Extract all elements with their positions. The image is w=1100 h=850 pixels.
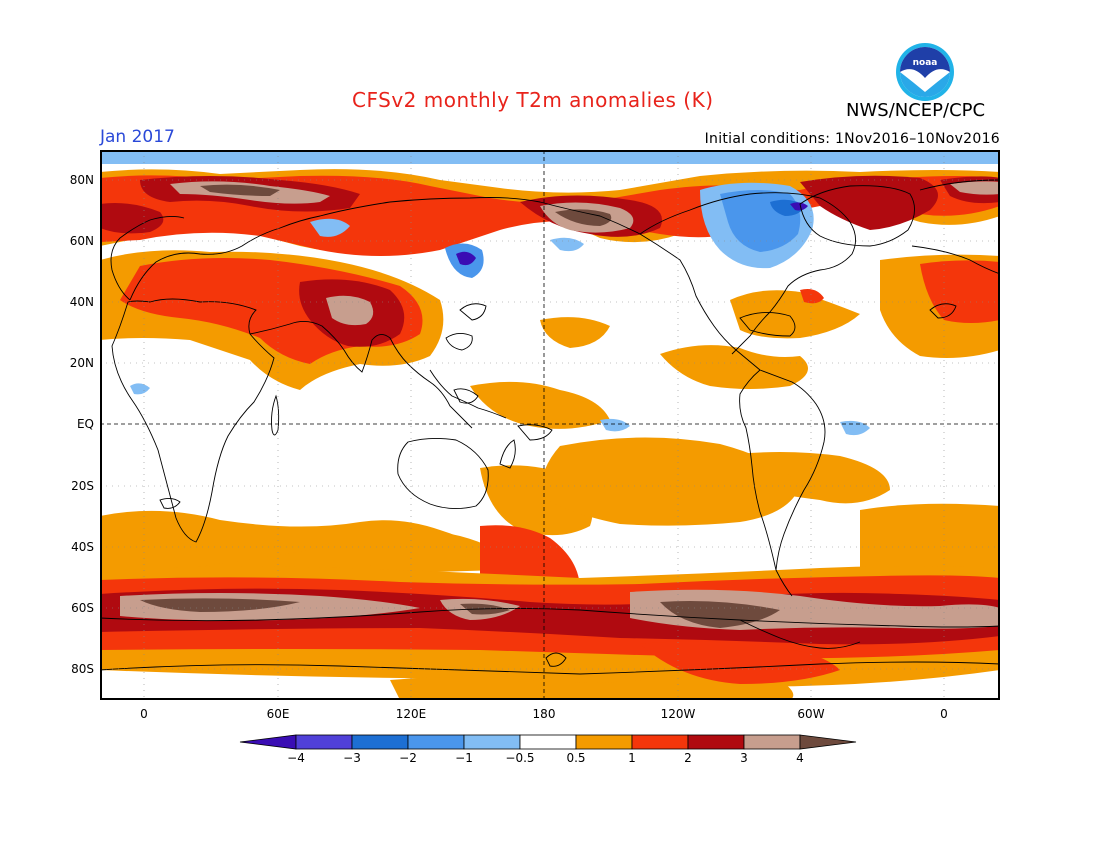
reference-lines <box>100 150 1000 700</box>
lat-label: 80N <box>69 173 94 187</box>
lat-label: 40N <box>69 295 94 309</box>
lon-label: 180 <box>532 707 556 721</box>
lat-label: 20S <box>71 479 94 493</box>
colorbar-label: 2 <box>684 751 692 765</box>
lon-label: 60E <box>266 707 290 721</box>
lon-label: 120W <box>660 707 696 721</box>
colorbar-swatch <box>295 734 353 750</box>
lat-label: 80S <box>71 662 94 676</box>
colorbar-swatch <box>407 734 465 750</box>
agency-label: NWS/NCEP/CPC <box>846 100 986 121</box>
colorbar-label: −0.5 <box>505 751 535 765</box>
colorbar-label: 0.5 <box>566 751 586 765</box>
lon-label: 0 <box>940 707 948 721</box>
coastlines <box>99 179 1001 675</box>
colorbar-swatch <box>631 734 689 750</box>
colorbar-swatch <box>743 734 801 750</box>
colorbar-arrow-high <box>799 734 857 750</box>
lat-label: 60S <box>71 601 94 615</box>
logo-text: noaa <box>913 58 938 68</box>
colorbar-swatch <box>351 734 409 750</box>
lat-label: 60N <box>69 234 94 248</box>
map-canvas <box>99 150 1001 700</box>
colorbar-label: 3 <box>740 751 748 765</box>
colorbar-label: 1 <box>628 751 636 765</box>
colorbar-label: −3 <box>343 751 361 765</box>
lon-label: 60W <box>797 707 825 721</box>
colorbar <box>239 734 857 750</box>
colorbar-swatch <box>687 734 745 750</box>
grid-lines <box>100 150 1000 700</box>
noaa-logo: noaa <box>896 43 954 101</box>
lat-label: 20N <box>69 356 94 370</box>
lon-label: 120E <box>395 707 427 721</box>
anomaly-field <box>100 150 1000 700</box>
lat-label: 40S <box>71 540 94 554</box>
colorbar-label: −2 <box>399 751 417 765</box>
colorbar-arrow-low <box>239 734 297 750</box>
colorbar-label: −4 <box>287 751 305 765</box>
colorbar-swatch <box>519 734 577 750</box>
anomaly-map <box>99 150 1001 700</box>
initial-conditions: Initial conditions: 1Nov2016–10Nov2016 <box>704 131 1000 147</box>
lon-label: 0 <box>140 707 148 721</box>
map-frame <box>100 150 1000 700</box>
colorbar-label: 4 <box>796 751 804 765</box>
lat-label: EQ <box>76 417 94 431</box>
forecast-period: Jan 2017 <box>100 127 175 147</box>
chart-title: CFSv2 monthly T2m anomalies (K) <box>352 88 714 112</box>
colorbar-swatch <box>463 734 521 750</box>
colorbar-label: −1 <box>455 751 473 765</box>
colorbar-swatch <box>575 734 633 750</box>
